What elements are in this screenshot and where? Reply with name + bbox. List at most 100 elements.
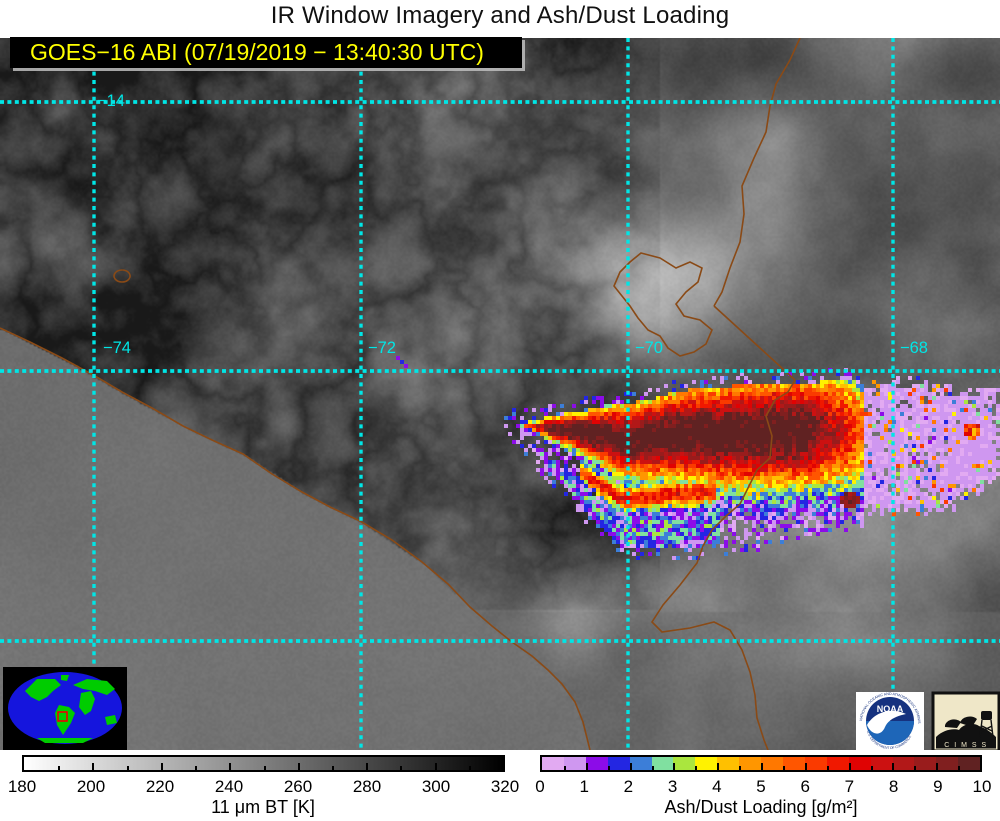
ash-colorbar-block	[739, 757, 762, 770]
ash-colorbar-block	[848, 757, 871, 770]
figure-title: IR Window Imagery and Ash/Dust Loading	[270, 2, 730, 29]
bt-tick-label: 220	[145, 777, 175, 796]
ash-colorbar-tick	[826, 766, 829, 770]
ash-tick-label: 7	[844, 777, 855, 796]
bt-colorbar-tick	[331, 766, 334, 770]
ash-tick-label: 9	[933, 777, 943, 796]
ash-tick-label: 5	[756, 777, 766, 796]
ash-colorbar-tick	[958, 766, 961, 770]
world-locator-inset	[3, 667, 127, 750]
ash-colorbar-block	[651, 757, 674, 770]
bt-colorbar-tick	[366, 763, 369, 770]
ash-colorbar-tick	[673, 763, 676, 770]
ash-tick-label: 1	[579, 777, 589, 796]
ash-colorbar-block	[629, 757, 652, 770]
ash-colorbar-block	[870, 757, 893, 770]
ash-colorbar-tick	[782, 766, 785, 770]
bt-colorbar-tick	[400, 766, 403, 770]
latlon-gridlines	[0, 38, 1000, 750]
ash-colorbar-block	[936, 757, 959, 770]
noaa-bird-icon	[867, 710, 906, 734]
ash-colorbar-block	[761, 757, 783, 770]
colorbar-footer: 180 200 220 240 260 280 300 320 0 1 2 3 4 5 6 7 8 9 10 11…	[0, 750, 1000, 821]
noaa-wordmark: NOAA	[877, 704, 904, 714]
ash-tick-label: 3	[667, 777, 678, 796]
ash-colorbar-block	[607, 757, 630, 770]
ash-axis-label: Ash/Dust Loading [g/m²]	[664, 797, 858, 817]
ash-colorbar-tick	[717, 763, 720, 770]
ash-colorbar-tick	[739, 766, 742, 770]
ash-colorbar-tick	[804, 763, 807, 770]
bt-colorbar-tick	[92, 763, 95, 770]
map-overlay: −14 −74 −72 −70 −68	[0, 38, 1000, 750]
bt-axis-label: 11 μm BT [K]	[211, 797, 315, 817]
ash-colorbar	[540, 755, 982, 772]
ash-tick-label: 10	[972, 777, 992, 796]
ash-colorbar-block	[892, 757, 915, 770]
bt-tick-label: 300	[421, 777, 451, 796]
bt-colorbar-tick	[468, 766, 471, 770]
cimss-logo: C I M S S	[931, 691, 1000, 750]
bt-tick-label: 280	[352, 777, 382, 796]
bt-colorbar-tick	[263, 766, 266, 770]
ash-tick-label: 2	[623, 777, 634, 796]
ash-colorbar-tick	[695, 766, 698, 770]
grid-coordinate-label: −72	[368, 339, 396, 357]
ash-colorbar-block	[826, 757, 849, 770]
ash-colorbar-block	[563, 757, 586, 770]
cimss-wordmark: C I M S S	[944, 742, 987, 749]
ash-colorbar-block	[717, 757, 740, 770]
bt-colorbar-tick	[160, 763, 163, 770]
bt-colorbar-tick	[434, 763, 437, 770]
grid-coordinate-label: −74	[103, 339, 131, 357]
border-path-south	[650, 379, 796, 750]
timestamp-banner: GOES−16 ABI (07/19/2019 − 13:40:30 UTC)	[10, 37, 522, 68]
country-borders	[0, 38, 801, 750]
ash-colorbar-block	[673, 757, 696, 770]
bt-tick-label: 260	[283, 777, 313, 796]
inset-continents	[25, 675, 117, 743]
ash-colorbar-tick	[936, 763, 939, 770]
ash-colorbar-block	[542, 757, 564, 770]
bt-colorbar-tick	[126, 766, 129, 770]
cimss-observatory-icon	[936, 711, 996, 740]
ash-tick-label: 4	[712, 777, 722, 796]
grid-coordinate-label: −14	[97, 92, 125, 110]
grid-coordinate-label: −68	[900, 339, 928, 357]
ash-colorbar-tick	[848, 763, 851, 770]
ash-colorbar-tick	[563, 766, 566, 770]
bt-colorbar-tick	[229, 763, 232, 770]
ash-colorbar-tick	[870, 766, 873, 770]
ash-plume-canvas	[0, 38, 1000, 750]
ash-colorbar-tick	[892, 763, 895, 770]
ash-tick-label: 8	[888, 777, 899, 796]
bt-colorbar-tick	[297, 763, 300, 770]
ash-colorbar-block	[585, 757, 608, 770]
ash-colorbar-tick	[651, 766, 654, 770]
bt-tick-label: 180	[7, 777, 37, 796]
ash-colorbar-block	[782, 757, 805, 770]
timestamp-text: GOES−16 ABI (07/19/2019 − 13:40:30 UTC)	[30, 39, 484, 65]
ash-colorbar-tick	[629, 763, 632, 770]
ash-tick-label: 0	[535, 777, 545, 796]
bt-tick-label: 320	[490, 777, 520, 796]
ash-colorbar-tick	[914, 766, 917, 770]
ash-colorbar-block	[804, 757, 827, 770]
bt-colorbar-tick	[58, 766, 61, 770]
border-path-diagonal	[713, 305, 796, 381]
ash-tick-label: 6	[800, 777, 810, 796]
noaa-logo: NOAA NATIONAL OCEANIC AND ATMOSPHERIC AD…	[855, 689, 924, 750]
ash-colorbar-tick	[585, 763, 588, 770]
ash-colorbar-block	[695, 757, 718, 770]
coastline-path	[0, 327, 591, 750]
cimss-text-strip	[936, 740, 996, 749]
satellite-map: −14 −74 −72 −70 −68	[0, 37, 1000, 750]
bt-tick-label: 200	[76, 777, 106, 796]
ash-colorbar-block	[914, 757, 937, 770]
ash-colorbar-tick	[607, 766, 610, 770]
bt-colorbar	[22, 755, 505, 772]
border-path-north	[713, 38, 801, 307]
lake-titicaca-outline	[613, 252, 713, 357]
bt-colorbar-tick	[195, 766, 198, 770]
